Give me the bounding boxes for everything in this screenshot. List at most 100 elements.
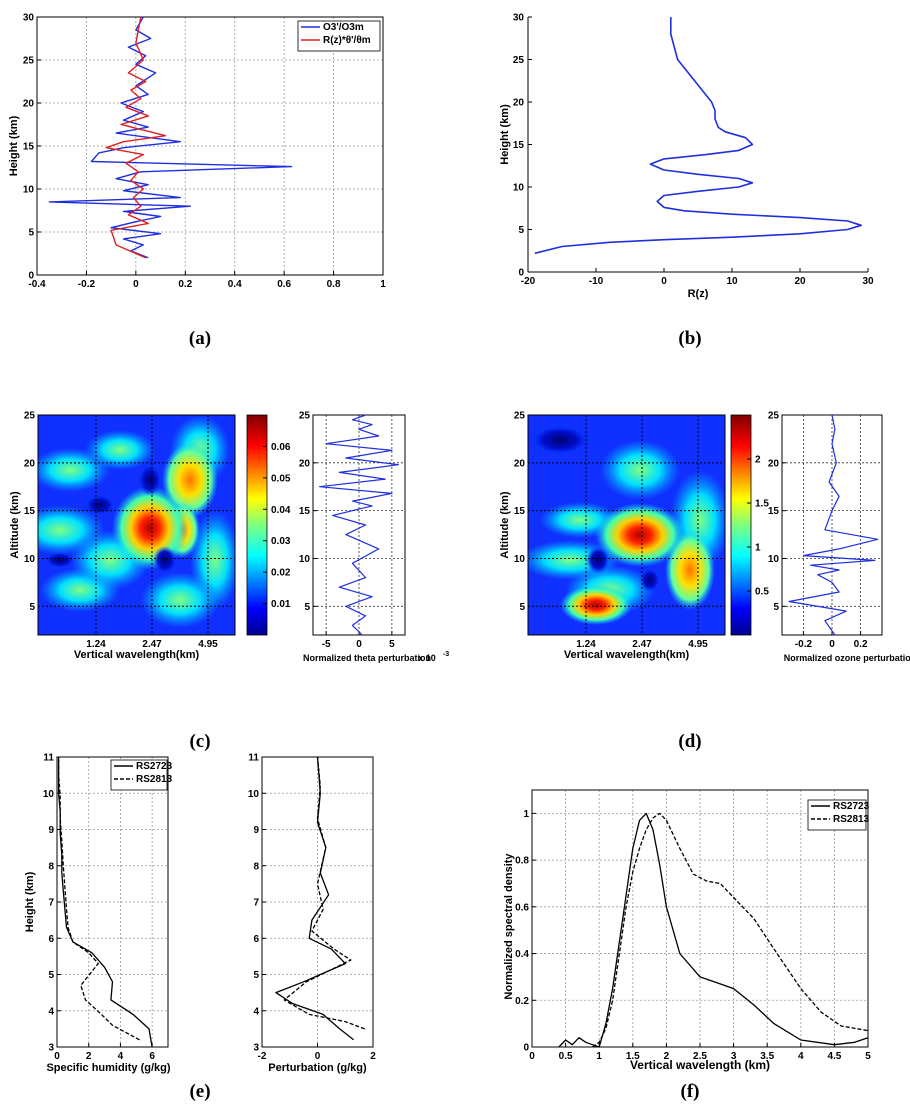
panel-b-xtick-label-0: -20 (521, 276, 536, 287)
panel-e2-ytick-label-7: 10 (248, 789, 260, 800)
panel-d-ytick-label-0: 5 (519, 602, 525, 613)
panel-a-ytick-label-2: 10 (23, 185, 35, 196)
panel-a-ytick-label-6: 30 (23, 13, 35, 24)
panel-f-legend-label-1: RS2813 (833, 814, 870, 825)
panel-e-humidity-chart: 0 2 4 6 3 4 5 6 7 8 9 10 11 Specific humidity (g/kg) H… (24, 753, 173, 1075)
panel-d-xlabel: Vertical wavelength(km) (564, 649, 690, 661)
panel-e1-xlabel: Specific humidity (g/kg) (46, 1062, 170, 1074)
panel-e1-legend-box (110, 759, 168, 791)
panel-a-xtick-label-2: 0 (133, 279, 139, 290)
panel-a-ytick-label-3: 15 (23, 142, 35, 153)
panel-c-cbtick-label-1: 0.02 (271, 568, 291, 579)
panel-e1-ytick-label-3: 6 (48, 934, 54, 945)
panel-f-xtick-label-1: 0.5 (559, 1051, 573, 1062)
panel-a-legend-label-1: R(z)*θ'/θm (323, 35, 371, 46)
panel-c-ytick-label-3: 20 (24, 458, 36, 469)
panel-a-legend-box (297, 20, 381, 52)
panel-b-xtick-label-4: 20 (794, 276, 806, 287)
panel-c-xlabel: Vertical wavelength(km) (74, 649, 200, 661)
panel-d-xtick-label-0: 1.24 (576, 639, 596, 650)
panel-f-legend-box (807, 799, 867, 831)
panel-c-ylabel: Altitude (km) (9, 491, 21, 559)
panel-d-profile-series (788, 414, 879, 636)
panel-e2-ytick-label-5: 8 (253, 861, 259, 872)
panel-a-ytick-label-0: 0 (28, 271, 34, 282)
panel-f-ytick-label-4: 0.8 (515, 856, 529, 867)
panel-d-cbtick-label-2: 1.5 (755, 499, 769, 510)
panel-a-xtick-label-4: 0.4 (228, 279, 242, 290)
panel-b-xtick-label-3: 10 (726, 276, 738, 287)
panel-b-series-0 (534, 17, 862, 255)
panel-f-xtick-label-2: 1 (596, 1051, 602, 1062)
panel-f-ytick-label-5: 1 (523, 809, 529, 820)
panel-b-ytick-label-3: 15 (513, 140, 525, 151)
panel-e2-xtick-label-1: 0 (315, 1051, 321, 1062)
panel-c-profile-xtick-label-1: 0 (356, 639, 362, 650)
panel-c-profile-xlabel: Normalized theta perturbation (303, 653, 431, 663)
panel-c-profile-series (319, 414, 399, 636)
panel-e1-ytick-label-1: 4 (48, 1006, 54, 1017)
panel-c-ytick-label-4: 25 (24, 411, 36, 422)
panel-c-colorbar (246, 414, 268, 636)
panel-c-profile-xlabel-exponent: -3 (443, 651, 449, 658)
panel-c-profile-ytick-label-3: 20 (299, 458, 311, 469)
panel-f-xtick-label-6: 3 (731, 1051, 737, 1062)
panel-c-profile-ytick-label-1: 10 (299, 554, 311, 565)
panel-a-ylabel: Height (km) (8, 115, 20, 176)
panel-d-cbtick-label-1: 1 (755, 543, 761, 554)
panel-f-ytick-label-3: 0.6 (515, 902, 529, 913)
panel-d-profile-ytick-label-4: 25 (768, 411, 780, 422)
panel-d-ytick-label-3: 20 (514, 458, 526, 469)
panel-f-ytick-label-2: 0.4 (515, 949, 529, 960)
panel-d-xtick-label-1: 2.47 (632, 639, 652, 650)
panel-d-ytick-label-4: 25 (514, 411, 526, 422)
panel-d-heatmap-image (528, 415, 725, 635)
panel-d-xtick-label-2: 4.95 (688, 639, 708, 650)
panel-f-legend-label-0: RS2723 (833, 801, 870, 812)
panel-d-ytick-label-2: 15 (514, 506, 526, 517)
panel-a-ytick-label-4: 20 (23, 99, 35, 110)
panel-e1-ytick-label-5: 8 (48, 861, 54, 872)
panel-b-ytick-label-5: 25 (513, 55, 525, 66)
panel-c-cbtick-label-4: 0.05 (271, 473, 291, 484)
panel-e1-ytick-label-8: 11 (43, 753, 54, 764)
panel-a-xtick-label-1: -0.2 (78, 279, 96, 290)
panel-a-series-0 (48, 16, 293, 259)
panel-e1-xtick-label-2: 4 (118, 1051, 124, 1062)
panel-c-profile-xtick-label-0: -5 (322, 639, 331, 650)
panel-c-cbtick-label-3: 0.04 (271, 505, 291, 516)
panel-e1-xtick-label-1: 2 (86, 1051, 92, 1062)
panel-c-heatmap-image (38, 415, 235, 635)
panel-f-xlabel: Vertical wavelength (km) (630, 1058, 770, 1072)
panel-b-xlabel: R(z) (688, 288, 709, 300)
panel-e-perturbation-chart: -2 0 2 3 4 5 6 7 8 9 10 11 Perturbation (g/kg) (248, 753, 376, 1075)
panel-c-profile-ytick-label-4: 25 (299, 411, 311, 422)
panel-b-xtick-label-2: 0 (661, 276, 667, 287)
panel-e2-ytick-label-6: 9 (253, 825, 259, 836)
panel-a-xtick-label-0: -0.4 (28, 279, 46, 290)
panel-f-xtick-label-3: 1.5 (626, 1051, 640, 1062)
panel-label-c: (c) (189, 731, 210, 752)
panel-e1-legend-label-0: RS2723 (136, 761, 173, 772)
panel-e2-ytick-label-8: 11 (248, 753, 259, 764)
panel-d-profile-ytick-label-3: 20 (768, 458, 780, 469)
panel-e1-ytick-label-6: 9 (48, 825, 54, 836)
panel-d-cbtick-label-3: 2 (755, 455, 761, 466)
panel-f-ytick-label-0: 0 (523, 1043, 529, 1054)
panel-label-f: (f) (681, 1081, 700, 1102)
panel-c-ytick-label-0: 5 (29, 602, 35, 613)
panel-e2-ytick-label-3: 6 (253, 934, 259, 945)
panel-c-xtick-label-2: 4.95 (198, 639, 218, 650)
panel-f-xtick-label-5: 2.5 (693, 1051, 707, 1062)
panel-f-ytick-label-1: 0.2 (515, 996, 529, 1007)
panel-e1-legend-label-1: RS2813 (136, 774, 173, 785)
panel-d-profile-xtick-label-0: -0.2 (795, 639, 813, 650)
panel-f-xtick-label-7: 3.5 (760, 1051, 774, 1062)
panel-e1-ytick-label-7: 10 (43, 789, 55, 800)
panel-a-xtick-label-7: 1 (380, 279, 386, 290)
panel-e1-ytick-label-2: 5 (48, 970, 54, 981)
panel-e2-xtick-label-2: 2 (370, 1051, 376, 1062)
panel-c-profile-xtick-label-2: 5 (389, 639, 395, 650)
